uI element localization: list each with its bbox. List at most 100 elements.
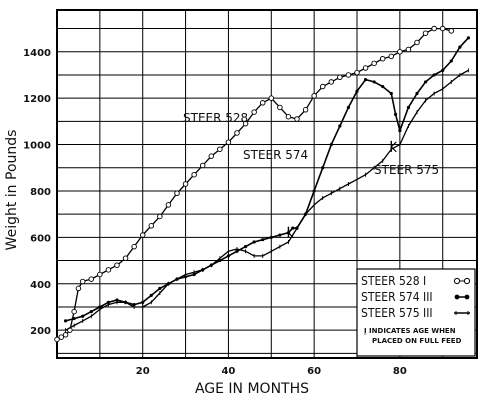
series-2-point-41 <box>398 129 402 133</box>
series-1-point-34 <box>319 83 326 90</box>
series-annotation-528: STEER 528 <box>183 111 248 125</box>
series-1-point-36 <box>337 74 343 81</box>
legend-label-574: STEER 574 III <box>361 290 433 304</box>
series-2-point-21 <box>243 245 248 249</box>
series-2-point-10 <box>149 293 153 297</box>
series-2-point-6 <box>115 298 119 302</box>
legend-note-line-2: PLACED ON FULL FEED <box>372 337 462 345</box>
series-1-point-43 <box>397 49 403 55</box>
series-1-point-23 <box>225 139 232 145</box>
full-feed-marker-2 <box>390 140 397 153</box>
y-tick-label-400: 400 <box>30 280 51 291</box>
series-2-point-37 <box>372 80 376 84</box>
series-2-point-31 <box>321 166 325 170</box>
y-tick-label-1000: 1000 <box>23 141 51 152</box>
series-2-point-38 <box>381 84 385 89</box>
series-2-point-30 <box>312 189 316 193</box>
series-line-3 <box>65 69 469 331</box>
series-1-point-10 <box>114 262 120 268</box>
y-axis-title: Weight in Pounds <box>4 130 20 251</box>
x-axis-title: AGE IN MONTHS <box>195 381 309 397</box>
series-2-point-18 <box>218 258 222 263</box>
y-tick-label-200: 200 <box>30 326 51 337</box>
series-2-point-43 <box>415 91 419 96</box>
series-2-point-2 <box>81 314 85 318</box>
series-2-point-14 <box>183 275 188 279</box>
series-1-point-29 <box>277 104 283 111</box>
series-1-point-19 <box>191 171 197 178</box>
series-1-point-0 <box>54 336 60 343</box>
series-2-point-33 <box>338 124 342 128</box>
legend: STEER 528 I STEER 574 III STEER 575 III … <box>356 268 476 357</box>
y-tick-label-1400: 1400 <box>23 48 51 59</box>
x-tick-label-20: 20 <box>136 366 150 377</box>
series-1-point-32 <box>302 107 309 113</box>
series-2-point-19 <box>226 254 231 258</box>
series-1-point-30 <box>285 113 292 120</box>
series-1-point-15 <box>157 213 163 220</box>
series-1-point-18 <box>182 181 189 187</box>
series-1-point-21 <box>208 153 215 159</box>
series-2-point-32 <box>329 142 333 147</box>
y-tick-label-800: 800 <box>30 187 51 198</box>
series-2-point-0 <box>63 319 68 323</box>
series-2-point-11 <box>158 286 162 290</box>
x-tick-label-80: 80 <box>393 366 407 377</box>
series-2-point-15 <box>192 272 196 277</box>
series-1-point-5 <box>75 285 82 292</box>
series-1-point-14 <box>148 223 155 229</box>
series-1-point-35 <box>328 79 335 85</box>
legend-note: Ḭ INDICATES AGE WHEN PLACED ON FULL FEE… <box>364 327 462 345</box>
series-2-point-22 <box>252 240 256 244</box>
full-feed-marker-1 <box>287 226 294 239</box>
series-1-point-17 <box>174 190 180 197</box>
full-feed-marker-arm-down-1 <box>288 232 294 239</box>
series-1-point-12 <box>131 243 137 250</box>
series-2-point-47 <box>449 59 453 63</box>
x-tick-labels: 20 40 60 80 <box>136 366 407 377</box>
series-2-point-40 <box>393 112 398 116</box>
series-2-point-35 <box>355 89 359 93</box>
series-annotation-575: STEER 575 <box>374 163 439 177</box>
legend-marker-575 <box>454 311 470 315</box>
series-1-point-13 <box>139 232 146 238</box>
series-3 <box>65 68 469 333</box>
y-tick-label-600: 600 <box>30 233 51 244</box>
series-1-point-42 <box>388 53 395 60</box>
series-2-point-1 <box>72 316 76 321</box>
series-1-point-49 <box>448 28 455 34</box>
series-2-point-39 <box>389 91 393 96</box>
series-2-point-9 <box>141 300 145 304</box>
series-1-point-28 <box>268 95 275 101</box>
series-2-point-44 <box>423 80 428 84</box>
series-2-point-45 <box>432 73 436 77</box>
series-1-point-37 <box>345 72 352 78</box>
series-1-point-38 <box>354 69 360 76</box>
series-1-point-40 <box>371 60 377 67</box>
series-1-point-11 <box>122 255 129 261</box>
series-1-point-27 <box>259 100 266 106</box>
series-1-point-45 <box>414 39 420 46</box>
series-1-point-7 <box>88 276 95 282</box>
series-1 <box>54 25 455 343</box>
series-1-point-33 <box>311 93 317 99</box>
legend-marker-574 <box>454 294 470 300</box>
series-1-point-8 <box>97 271 103 278</box>
full-feed-marker-arm-up-2 <box>390 141 397 148</box>
series-2-point-20 <box>235 249 239 253</box>
series-2-point-3 <box>89 310 93 314</box>
series-1-point-20 <box>199 162 206 169</box>
legend-marker-528 <box>453 277 471 285</box>
series-1-point-47 <box>431 25 437 32</box>
series-1-point-6 <box>79 278 86 285</box>
series-1-point-44 <box>405 46 412 53</box>
x-tick-label-40: 40 <box>221 366 235 377</box>
series-1-point-16 <box>165 202 172 208</box>
series-2-point-8 <box>132 303 136 307</box>
legend-note-text: Ḭ INDICATES AGE WHEN <box>364 327 456 335</box>
series-1-point-22 <box>217 146 223 152</box>
full-feed-marker-arm-up-1 <box>288 227 294 234</box>
series-annotation-574: STEER 574 <box>243 148 308 162</box>
series-1-point-9 <box>105 267 112 273</box>
